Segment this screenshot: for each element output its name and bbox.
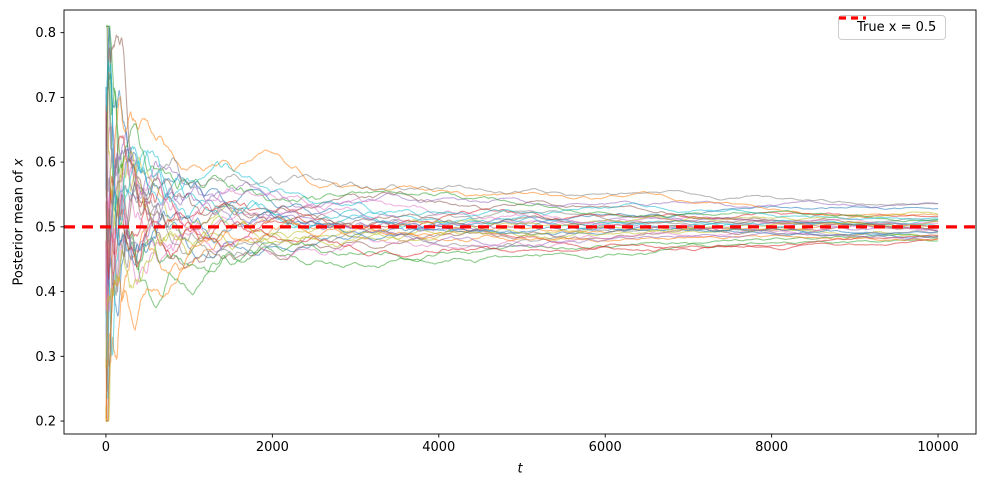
trace-line (105, 146, 939, 245)
y-axis-label-text: Posterior mean of (11, 166, 27, 286)
trace-line (105, 25, 939, 223)
trace-line (105, 145, 939, 400)
trace-line (105, 156, 939, 422)
legend: True x = 0.5 (838, 15, 947, 40)
trace-line (105, 147, 939, 300)
trace-line (105, 25, 939, 239)
trace-line (105, 105, 939, 280)
y-axis-label: Posterior mean of x (12, 159, 27, 286)
x-tick-label: 8000 (755, 440, 788, 455)
trace-line (105, 60, 939, 240)
x-tick-label: 6000 (589, 440, 622, 455)
x-tick-label: 2000 (256, 440, 289, 455)
y-tick-label: 0.6 (35, 156, 56, 171)
x-tick-label: 4000 (422, 440, 455, 455)
plot-border (63, 9, 977, 435)
y-tick-label: 0.2 (35, 415, 56, 430)
trace-line (105, 25, 939, 309)
trace-line (105, 149, 939, 419)
y-tick-label: 0.8 (35, 26, 56, 41)
x-tick-label: 0 (102, 440, 110, 455)
y-tick-label: 0.3 (35, 350, 56, 365)
legend-label: True x = 0.5 (857, 20, 937, 35)
y-tick-label: 0.7 (35, 91, 56, 106)
trace-line (105, 219, 939, 422)
trace-line (105, 25, 939, 209)
trace-line (105, 149, 939, 357)
plot-area (64, 25, 976, 422)
y-tick-label: 0.4 (35, 285, 56, 300)
trace-line (105, 34, 939, 232)
trace-line (105, 86, 939, 253)
trace-line (105, 135, 939, 392)
y-tick-label: 0.5 (35, 220, 56, 235)
y-axis-label-var: x (11, 158, 27, 167)
x-axis-label: t (517, 462, 522, 477)
x-tick-label: 10000 (917, 440, 958, 455)
x-axis-label-text: t (517, 461, 523, 477)
